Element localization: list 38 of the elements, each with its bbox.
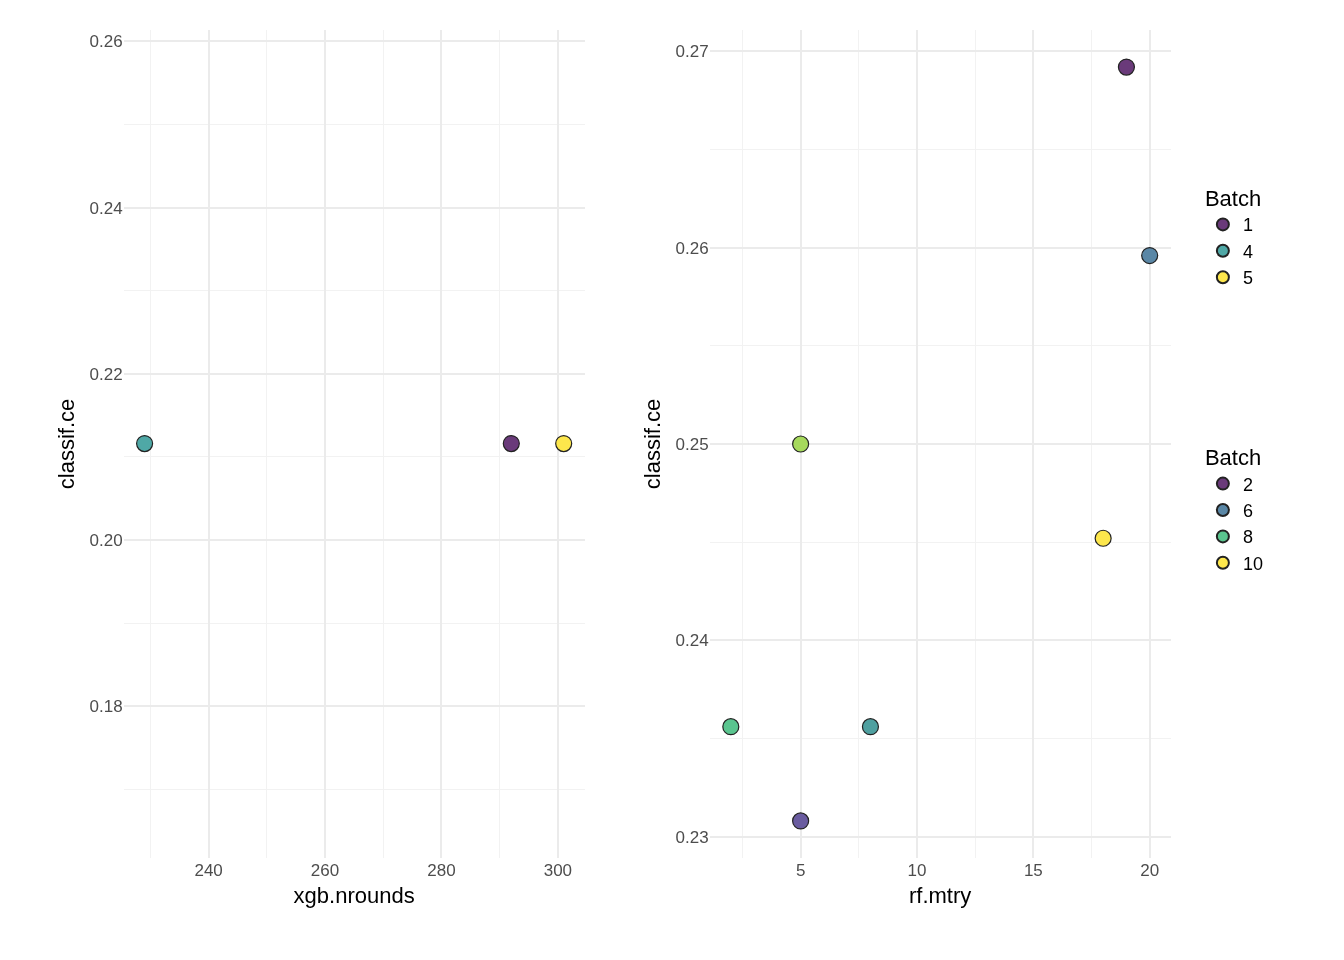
point [861,718,880,736]
x-axis-title: xgb.nrounds [293,883,415,909]
legend-label: 4 [1242,241,1253,262]
y-axis-title: classif.ce [54,398,80,490]
y-tick-label: 0.27 [675,42,709,62]
x-tick-label: 300 [543,861,573,881]
point [1117,58,1136,76]
y-tick-label: 0.18 [89,697,123,717]
y-tick-label: 0.26 [89,32,123,52]
y-tick-label: 0.24 [675,631,709,651]
point [792,435,810,453]
legend-label: 10 [1242,553,1263,574]
x-tick-label: 20 [1140,861,1160,881]
x-axis-title: rf.mtry [908,883,972,909]
x-tick-label: 15 [1023,861,1043,881]
legend-label: 2 [1242,474,1253,495]
x-tick-label: 5 [795,861,806,881]
legend-title: Batch [1204,186,1262,212]
point [1141,246,1159,265]
x-tick-label: 280 [427,861,456,881]
y-tick-label: 0.22 [89,364,123,384]
point [792,812,810,830]
legend-title: Batch [1204,445,1262,471]
legend-label: 1 [1242,215,1253,236]
y-tick-label: 0.24 [89,198,123,218]
point [1094,529,1112,547]
x-tick-label: 240 [194,861,223,881]
y-tick-label: 0.25 [675,434,709,454]
y-tick-label: 0.26 [675,238,709,258]
point [722,718,740,736]
y-tick-label: 0.20 [89,530,123,550]
legend-label: 5 [1242,268,1253,289]
y-axis-title: classif.ce [640,398,666,490]
legend-label: 8 [1242,527,1253,548]
x-tick-label: 10 [907,861,927,881]
y-tick-label: 0.23 [675,827,709,847]
legend-label: 6 [1242,501,1253,522]
x-tick-label: 260 [310,861,340,881]
